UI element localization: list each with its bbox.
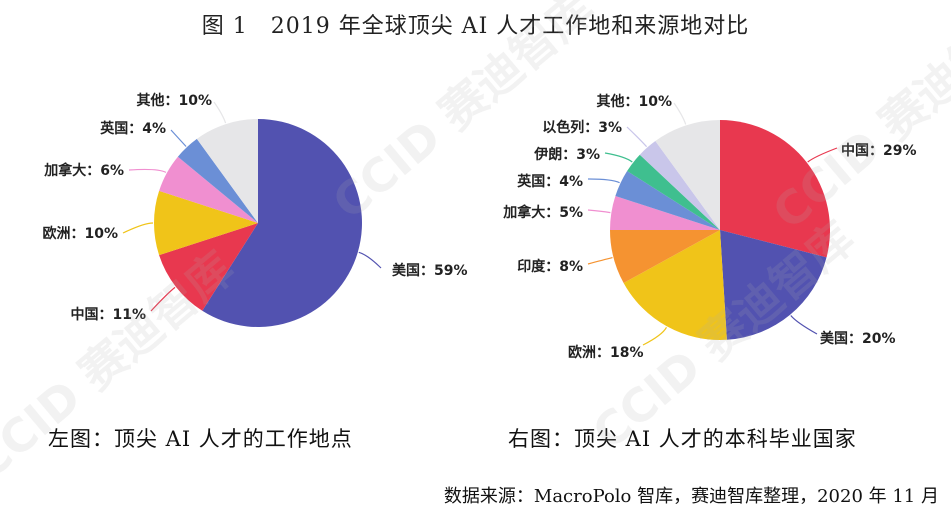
slice-label: 中国：11%: [70, 306, 146, 323]
leader-line: [790, 315, 818, 335]
slice-label: 英国：4%: [516, 173, 583, 190]
slice-label: 伊朗：3%: [533, 146, 600, 163]
slice-label: 英国：4%: [99, 120, 166, 137]
leader-line: [358, 251, 382, 269]
pie-slice: [153, 190, 258, 256]
leader-line: [122, 222, 154, 234]
leader-line: [604, 152, 633, 163]
pie-slice: [610, 196, 720, 230]
figure-title: 图 1 2019 年全球顶尖 AI 人才工作地和来源地对比: [201, 14, 750, 39]
leader-line: [213, 101, 227, 124]
pie-slice: [720, 230, 827, 340]
leader-line: [587, 209, 611, 214]
slice-label: 美国：20%: [820, 330, 896, 347]
leader-line: [587, 178, 620, 184]
pie-slice: [196, 119, 258, 223]
slice-label: 以色列：3%: [542, 119, 622, 136]
slice-label: 加拿大：5%: [502, 204, 583, 221]
slice-label: 中国：29%: [841, 142, 917, 159]
pie-slice: [159, 156, 258, 223]
leader-line: [673, 102, 687, 125]
pie-slice: [639, 141, 720, 230]
pie-slice: [610, 230, 720, 283]
leader-line: [150, 286, 176, 312]
slice-label: 印度：8%: [517, 258, 583, 275]
pie-slice: [655, 120, 720, 230]
pie-slice: [720, 120, 830, 258]
pie-slice: [623, 230, 727, 340]
slice-label: 加拿大：6%: [43, 162, 124, 179]
pie-slice: [177, 138, 258, 223]
pie-slice: [615, 171, 720, 230]
leader-line: [626, 126, 648, 148]
left-chart-caption: 左图：顶尖 AI 人才的工作地点: [48, 427, 353, 451]
right-pie: 中国：29% 美国：20% 欧洲：18% 印度：8% 加拿大：5% 英国：4% 伊朗：3% 以…: [502, 93, 916, 361]
slice-label: 其他：10%: [136, 92, 212, 109]
leader-line: [807, 147, 838, 163]
right-chart-caption: 右图：顶尖 AI 人才的本科毕业国家: [508, 427, 857, 451]
slice-label: 欧洲：10%: [42, 225, 118, 242]
slice-label: 欧洲：18%: [568, 344, 644, 361]
leader-line: [642, 326, 668, 346]
slice-label: 美国：59%: [392, 262, 468, 279]
leader-line: [170, 129, 187, 147]
pie-slice: [159, 223, 258, 311]
slice-label: 其他：10%: [596, 93, 672, 110]
source-note: 数据来源：MacroPolo 智库，赛迪智库整理，2020 年 11 月: [443, 486, 939, 507]
leader-line: [587, 257, 613, 265]
pie-slice: [202, 119, 362, 327]
left-pie: 美国：59% 中国：11% 欧洲：10% 加拿大：6% 英国：4% 其他：10%: [42, 92, 468, 327]
pie-slice: [627, 154, 720, 230]
leader-line: [128, 168, 167, 173]
